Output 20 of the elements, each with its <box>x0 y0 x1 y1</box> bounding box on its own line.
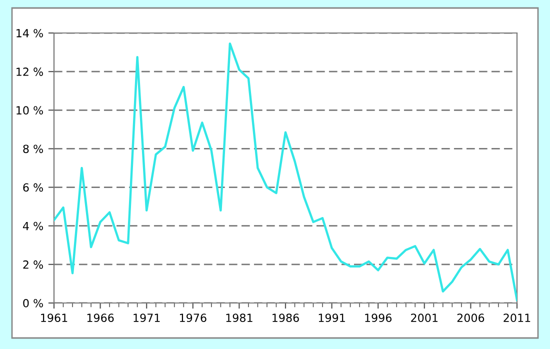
x-tick-label: 1961 <box>41 314 68 322</box>
y-tick-label: 8 % <box>23 144 43 154</box>
x-tick-label: 2001 <box>411 314 438 322</box>
line-series <box>54 42 517 302</box>
x-tick-label: 1986 <box>272 314 299 322</box>
y-tick-label: 0 % <box>23 298 43 308</box>
x-tick-label: 1966 <box>87 314 114 322</box>
x-tick-label: 2006 <box>457 314 484 322</box>
x-tick-label: 1971 <box>134 314 160 322</box>
x-tick-label: 1991 <box>318 314 345 322</box>
x-tick-label: 1996 <box>365 314 392 322</box>
y-tick-label: 10 % <box>16 106 43 115</box>
x-tick-label: 2011 <box>504 314 530 322</box>
y-tick-label: 12 % <box>16 68 43 76</box>
y-tick-label: 14 % <box>16 28 43 38</box>
y-tick-label: 6 % <box>23 183 43 192</box>
x-tick-label: 1976 <box>180 314 206 322</box>
y-tick-label: 4 % <box>22 222 43 230</box>
y-tick-label: 2 % <box>23 260 43 269</box>
x-tick-label: 1981 <box>226 314 252 322</box>
